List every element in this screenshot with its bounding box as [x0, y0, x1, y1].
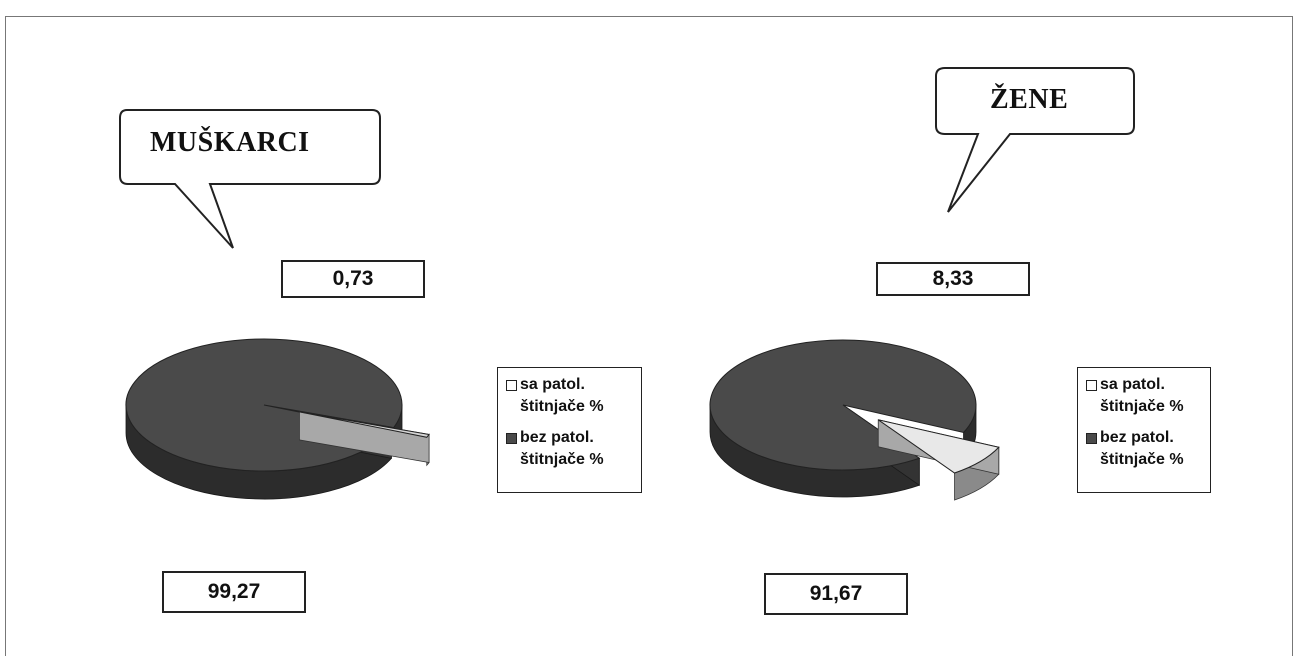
- legend-item-bez: bez patol. štitnjače %: [506, 427, 633, 471]
- legend-label-sa: sa patol. štitnjače %: [1100, 376, 1184, 415]
- callout-bubble-women: [935, 67, 1135, 213]
- pie-slice-bez: [125, 338, 403, 472]
- legend-item-sa: sa patol. štitnjače %: [506, 374, 633, 418]
- legend-swatch-sa: [1086, 380, 1097, 391]
- pie-slice-bez: [709, 339, 977, 471]
- data-label-women-bez: 91,67: [764, 573, 908, 615]
- legend-item-sa: sa patol. štitnjače %: [1086, 374, 1202, 418]
- data-label-women-sa: 8,33: [876, 262, 1030, 296]
- callout-bubble-men: [119, 109, 381, 249]
- legend-label-bez: bez patol. štitnjače %: [1100, 429, 1184, 468]
- chart-title-women: ŽENE: [990, 84, 1069, 115]
- pie-muskarci: [125, 338, 430, 500]
- figure-frame-right: [1292, 16, 1293, 656]
- pie-slice-sa: [877, 419, 1000, 474]
- chart-title-men: MUŠKARCI: [150, 127, 310, 158]
- legend-item-bez: bez patol. štitnjače %: [1086, 427, 1202, 471]
- pie-slice-sa: [299, 411, 430, 438]
- legend-women: sa patol. štitnjače % bez patol. štitnja…: [1077, 367, 1211, 493]
- legend-swatch-bez: [506, 433, 517, 444]
- legend-men: sa patol. štitnjače % bez patol. štitnja…: [497, 367, 642, 493]
- data-label-men-bez: 99,27: [162, 571, 306, 613]
- data-label-men-sa: 0,73: [281, 260, 425, 298]
- legend-swatch-sa: [506, 380, 517, 391]
- legend-label-sa: sa patol. štitnjače %: [520, 376, 604, 415]
- legend-swatch-bez: [1086, 433, 1097, 444]
- legend-label-bez: bez patol. štitnjače %: [520, 429, 604, 468]
- pie-zene: [709, 339, 1000, 501]
- figure-frame: [5, 16, 1293, 656]
